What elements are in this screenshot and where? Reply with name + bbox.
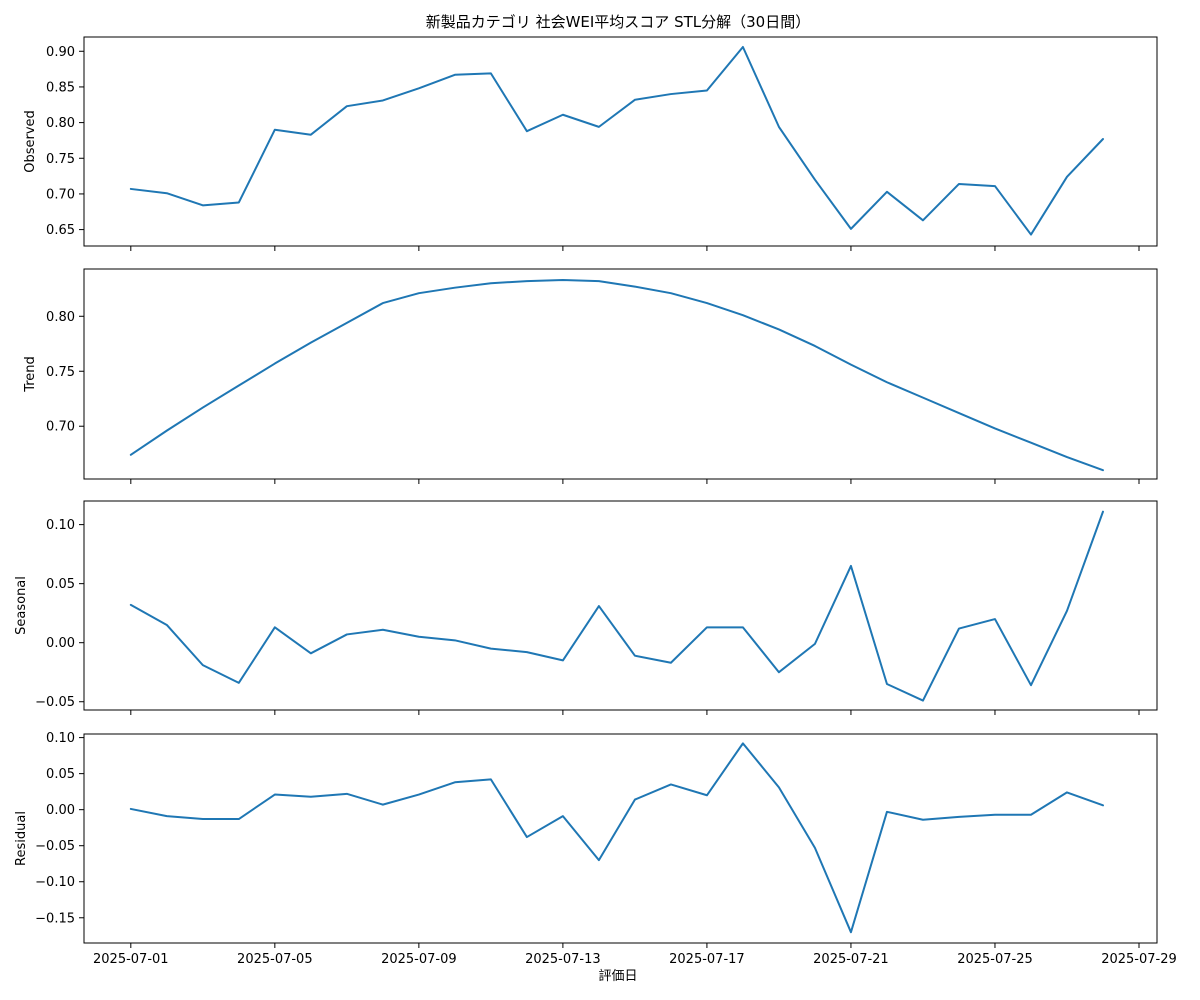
series-line-observed <box>129 45 1104 236</box>
y-axis-label-residual: Residual <box>14 811 29 866</box>
panel-frame <box>83 500 1158 711</box>
panel-observed: 0.65 0.70 0.75 0.80 0.85 0.90 Observed <box>23 36 1158 251</box>
y-tick-label: 0.65 <box>46 223 75 238</box>
panel-frame <box>83 268 1158 480</box>
y-tick-label: 0.00 <box>46 636 75 651</box>
y-axis-label-observed: Observed <box>23 110 38 173</box>
y-tick-label: 0.90 <box>46 45 75 60</box>
y-tick-label: 0.00 <box>46 803 75 818</box>
y-tick-label: 0.70 <box>46 187 75 202</box>
y-tick-label: −0.15 <box>35 911 75 926</box>
y-tick-label: −0.10 <box>35 875 75 890</box>
y-tick-label: 0.85 <box>46 80 75 95</box>
y-tick-label: 0.75 <box>46 365 75 380</box>
x-tick-label: 2025-07-17 <box>669 952 745 967</box>
y-tick-label: 0.80 <box>46 116 75 131</box>
y-tick-label: 0.70 <box>46 420 75 435</box>
y-tick-label: 0.05 <box>46 577 75 592</box>
chart-title: 新製品カテゴリ 社会WEI平均スコア STL分解（30日間） <box>426 13 810 31</box>
x-tick-label: 2025-07-13 <box>525 952 601 967</box>
panel-trend: 0.70 0.75 0.80 Trend <box>23 268 1158 484</box>
y-tick-label: 0.10 <box>46 518 75 533</box>
x-tick-label: 2025-07-09 <box>381 952 457 967</box>
y-tick-label: 0.10 <box>46 731 75 746</box>
panel-seasonal: −0.05 0.00 0.05 0.10 Seasonal <box>14 500 1158 715</box>
x-tick-label: 2025-07-29 <box>1101 952 1177 967</box>
x-axis-label: 評価日 <box>598 969 637 984</box>
x-tick-label: 2025-07-25 <box>957 952 1033 967</box>
series-line-trend <box>129 278 1104 472</box>
x-tick-label: 2025-07-01 <box>93 952 169 967</box>
series-line-seasonal <box>129 510 1104 702</box>
y-tick-label: 0.75 <box>46 152 75 167</box>
series-line-residual <box>129 742 1104 934</box>
y-tick-label: 0.80 <box>46 310 75 325</box>
y-tick-label: 0.05 <box>46 767 75 782</box>
x-tick-label: 2025-07-21 <box>813 952 889 967</box>
y-tick-label: −0.05 <box>35 839 75 854</box>
y-axis-label-seasonal: Seasonal <box>14 576 29 635</box>
y-tick-label: −0.05 <box>35 695 75 710</box>
panel-frame <box>83 36 1158 247</box>
y-axis-label-trend: Trend <box>23 356 38 393</box>
panels: 0.65 0.70 0.75 0.80 0.85 0.90 Observed 0.70 0.75… <box>14 36 1177 967</box>
x-tick-label: 2025-07-05 <box>237 952 313 967</box>
panel-residual: −0.15 −0.10 −0.05 0.00 0.05 0.10 2025-07-01 202… <box>14 731 1177 967</box>
panel-frame <box>83 733 1158 944</box>
